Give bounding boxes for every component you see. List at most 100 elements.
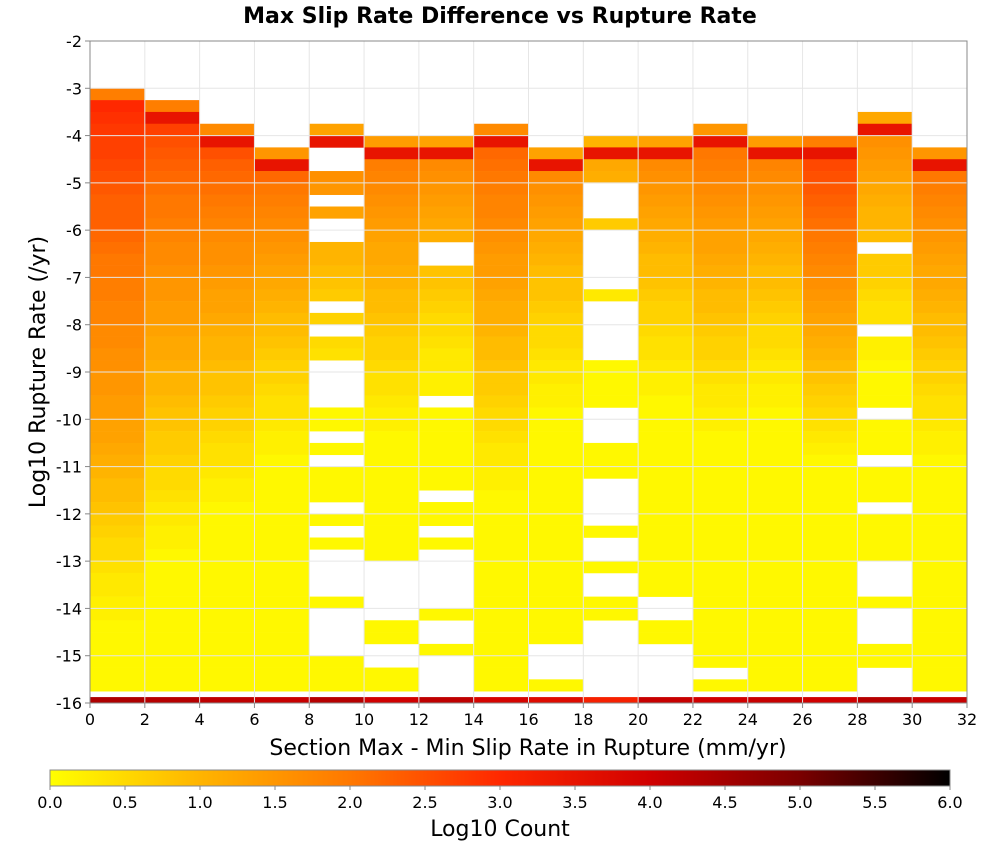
heatmap-cell — [692, 301, 749, 314]
heatmap-cell — [473, 372, 529, 385]
heatmap-cell — [747, 194, 803, 207]
heatmap-cell — [692, 537, 749, 550]
heatmap-cell — [90, 336, 146, 349]
y-tick-label: -11 — [56, 458, 82, 477]
colorbar — [49, 769, 951, 787]
heatmap-cell — [638, 407, 694, 420]
heatmap-cell — [912, 561, 968, 574]
heatmap-cell — [144, 171, 200, 184]
heatmap-cell — [309, 253, 365, 266]
heatmap-cell — [90, 679, 146, 692]
heatmap-cell — [144, 230, 200, 243]
heatmap-cell — [802, 407, 858, 420]
heatmap-cell — [144, 265, 200, 278]
heatmap-cell — [90, 466, 146, 479]
heatmap-cell — [473, 265, 529, 278]
heatmap-cell — [309, 407, 365, 420]
heatmap-cell — [692, 561, 749, 574]
heatmap-cell — [912, 667, 968, 680]
heatmap-cell — [309, 596, 365, 609]
heatmap-cell — [199, 561, 255, 574]
heatmap-cell — [90, 123, 146, 136]
heatmap-cell — [802, 324, 858, 337]
heatmap-cell — [638, 135, 694, 148]
heatmap-cell — [528, 182, 584, 195]
heatmap-cell — [802, 643, 858, 657]
heatmap-cell — [364, 277, 420, 290]
heatmap-cell — [364, 620, 420, 633]
heatmap-cell — [638, 372, 694, 385]
heatmap-cell — [747, 490, 803, 503]
heatmap-cell — [418, 218, 474, 231]
heatmap-cell — [90, 301, 146, 314]
heatmap-cell — [473, 336, 529, 349]
heatmap-cell — [144, 643, 200, 657]
heatmap-cell — [692, 147, 749, 160]
heatmap-cell — [473, 206, 529, 219]
heatmap-cell — [254, 620, 310, 633]
heatmap-cell — [692, 324, 749, 337]
heatmap-cell — [857, 490, 913, 503]
heatmap-cell — [199, 182, 255, 195]
heatmap-cell — [418, 171, 474, 184]
heatmap-cell — [638, 324, 694, 337]
heatmap-cell — [418, 608, 474, 621]
heatmap-cell — [912, 277, 968, 290]
heatmap-cell — [692, 277, 749, 290]
heatmap-cell — [364, 194, 420, 207]
heatmap-cell — [254, 372, 310, 385]
heatmap-cell — [473, 608, 529, 621]
heatmap-cell — [583, 596, 639, 609]
y-axis-title: Log10 Rupture Rate (/yr) — [26, 236, 51, 508]
heatmap-cell — [144, 561, 200, 574]
heatmap-cell — [692, 466, 749, 479]
heatmap-cell — [199, 620, 255, 633]
heatmap-cell — [747, 549, 803, 562]
heatmap-cell — [199, 537, 255, 550]
heatmap-cell — [747, 561, 803, 574]
heatmap-cell — [583, 383, 639, 396]
heatmap-cell — [199, 230, 255, 243]
heatmap-cell — [638, 301, 694, 314]
heatmap-cell — [418, 348, 474, 361]
heatmap-cell — [199, 608, 255, 621]
heatmap-cell — [692, 182, 749, 195]
heatmap-cell — [802, 620, 858, 633]
heatmap-cell — [857, 135, 913, 148]
heatmap-cell — [144, 442, 200, 456]
heatmap-cell — [912, 478, 968, 491]
heatmap-cell — [692, 289, 749, 302]
heatmap-cell — [90, 253, 146, 266]
heatmap-cell — [528, 478, 584, 491]
heatmap-cell — [144, 301, 200, 314]
heatmap-cell — [254, 312, 310, 326]
heatmap-cell — [528, 171, 584, 184]
heatmap-cell — [254, 289, 310, 302]
heatmap-cell — [692, 171, 749, 184]
heatmap-cell — [583, 171, 639, 184]
heatmap-cell — [199, 241, 255, 255]
heatmap-cell — [638, 525, 694, 538]
heatmap-cell — [364, 478, 420, 491]
heatmap-cell — [912, 147, 968, 160]
heatmap-cell — [364, 679, 420, 692]
heatmap-cell — [583, 159, 639, 172]
heatmap-cell — [254, 171, 310, 184]
heatmap-cell — [144, 336, 200, 349]
heatmap-cell — [473, 312, 529, 326]
heatmap-cell — [857, 655, 913, 668]
heatmap-cell — [912, 289, 968, 302]
heatmap-bottom-cell — [199, 697, 255, 703]
heatmap-cell — [692, 655, 749, 668]
heatmap-cell — [857, 596, 913, 609]
heatmap-cell — [857, 277, 913, 290]
heatmap-cell — [747, 360, 803, 373]
heatmap-cell — [254, 549, 310, 562]
heatmap-cell — [473, 289, 529, 302]
heatmap-cell — [144, 502, 200, 515]
heatmap-cell — [857, 372, 913, 385]
heatmap-cell — [364, 466, 420, 479]
heatmap-cell — [583, 218, 639, 231]
x-tick-label: 32 — [957, 710, 977, 729]
heatmap-cell — [747, 620, 803, 633]
